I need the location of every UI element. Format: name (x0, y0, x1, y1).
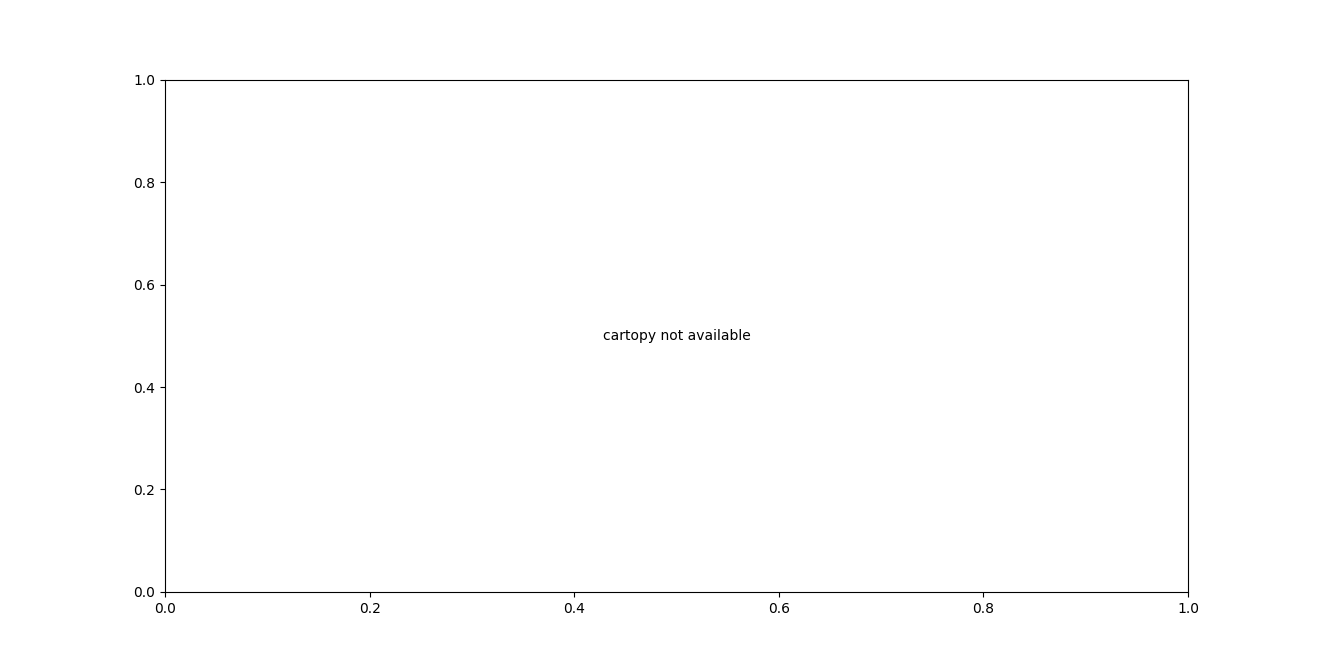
Text: cartopy not available: cartopy not available (603, 329, 750, 343)
